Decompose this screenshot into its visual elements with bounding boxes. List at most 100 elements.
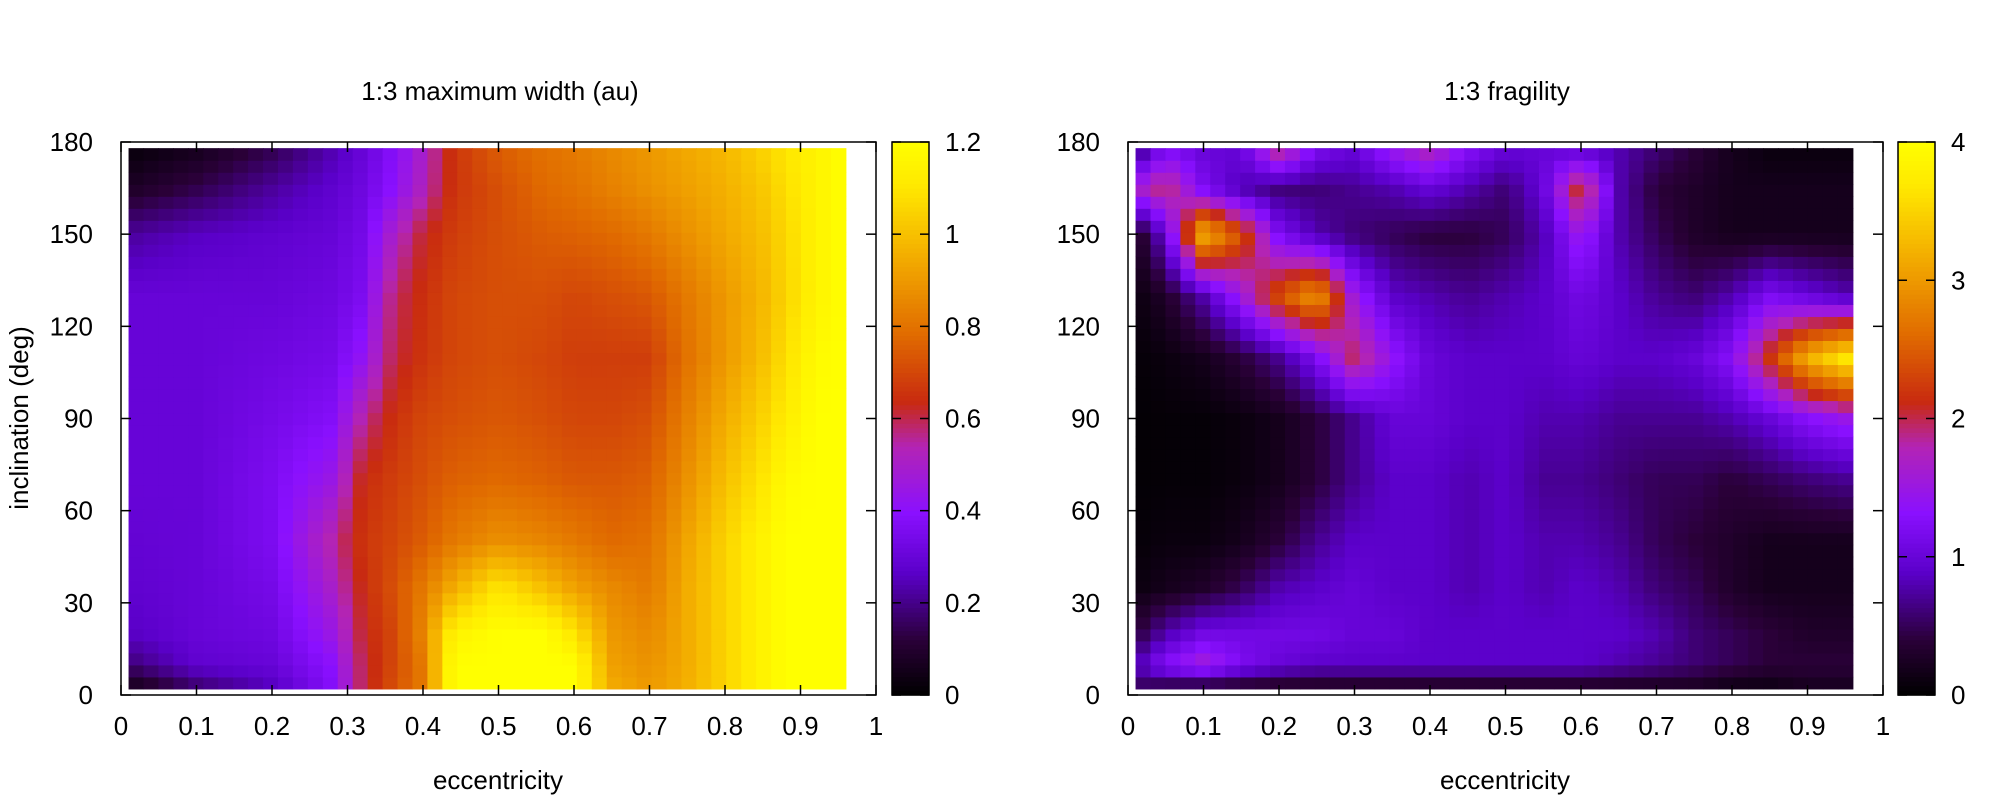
heatmap-cell xyxy=(800,556,817,570)
heatmap-cell xyxy=(1837,148,1854,161)
heatmap-cell xyxy=(322,472,339,486)
heatmap-cell xyxy=(1613,424,1630,438)
heatmap-cell xyxy=(696,460,712,474)
heatmap-cell xyxy=(412,376,428,390)
heatmap-cell xyxy=(1210,448,1226,462)
heatmap-cell xyxy=(367,460,384,474)
heatmap-cell xyxy=(502,460,518,474)
heatmap-cell xyxy=(1628,208,1645,221)
colorbar-segment xyxy=(1898,418,1935,424)
heatmap-cell xyxy=(561,436,578,450)
heatmap-cell xyxy=(218,268,234,281)
plot-frame xyxy=(1127,141,1884,696)
heatmap-cell xyxy=(307,340,324,354)
heatmap-cell xyxy=(1509,316,1525,329)
heatmap-cell xyxy=(1135,412,1152,426)
heatmap-cell xyxy=(1553,184,1570,197)
heatmap-cell xyxy=(1703,280,1719,293)
heatmap-cell xyxy=(1673,520,1690,534)
heatmap-cell xyxy=(1628,412,1645,426)
heatmap-cell xyxy=(1329,364,1346,378)
heatmap-cell xyxy=(322,616,339,630)
heatmap-cell xyxy=(233,268,249,281)
heatmap-cell xyxy=(771,424,787,438)
heatmap-cell xyxy=(1359,472,1376,486)
heatmap-cell xyxy=(442,388,458,402)
heatmap-cell xyxy=(756,304,772,317)
heatmap-cell xyxy=(128,208,145,221)
heatmap-cell xyxy=(1628,364,1645,378)
heatmap-cell xyxy=(337,208,354,221)
heatmap-cell xyxy=(233,316,249,329)
heatmap-cell xyxy=(1255,484,1271,498)
heatmap-cell xyxy=(1733,256,1749,269)
heatmap-cell xyxy=(472,448,488,462)
colorbar-segment xyxy=(1898,275,1935,281)
heatmap-cell xyxy=(307,652,324,666)
heatmap-cell xyxy=(726,616,742,630)
heatmap-cell xyxy=(741,640,757,654)
heatmap-cell xyxy=(427,664,443,678)
heatmap-cell xyxy=(1673,604,1690,618)
heatmap-cell xyxy=(726,676,742,690)
heatmap-cell xyxy=(1703,508,1719,522)
heatmap-cell xyxy=(1359,568,1376,582)
heatmap-cell xyxy=(1673,340,1690,354)
heatmap-cell xyxy=(1150,460,1167,474)
heatmap-cell xyxy=(681,412,697,426)
heatmap-cell xyxy=(442,640,458,654)
heatmap-cell xyxy=(173,208,189,221)
heatmap-cell xyxy=(830,532,847,546)
heatmap-cell xyxy=(502,184,518,197)
heatmap-cell xyxy=(726,208,742,221)
heatmap-cell xyxy=(1763,268,1779,281)
heatmap-cell xyxy=(1733,676,1749,690)
heatmap-cell xyxy=(1643,316,1660,329)
heatmap-cell xyxy=(1449,520,1465,534)
heatmap-cell xyxy=(397,436,414,450)
heatmap-cell xyxy=(1389,352,1406,366)
heatmap-cell xyxy=(263,196,279,209)
heatmap-cell xyxy=(397,640,414,654)
heatmap-cell xyxy=(696,652,712,666)
heatmap-cell xyxy=(352,676,369,690)
heatmap-cell xyxy=(1598,556,1615,570)
heatmap-cell xyxy=(1763,232,1779,245)
heatmap-cell xyxy=(233,568,249,582)
heatmap-cell xyxy=(457,448,473,462)
heatmap-cell xyxy=(158,280,174,293)
heatmap-cell xyxy=(517,448,533,462)
heatmap-cell xyxy=(651,556,668,570)
heatmap-cell xyxy=(472,424,488,438)
heatmap-cell xyxy=(502,172,518,185)
heatmap-cell xyxy=(1449,460,1465,474)
heatmap-cell xyxy=(427,268,443,281)
heatmap-cell xyxy=(337,388,354,402)
heatmap-cell xyxy=(1763,484,1779,498)
heatmap-cell xyxy=(1658,544,1675,558)
heatmap-cell xyxy=(128,496,145,510)
heatmap-cell xyxy=(158,340,174,354)
heatmap-cell xyxy=(517,580,533,594)
heatmap-cell xyxy=(1748,196,1764,209)
heatmap-cell xyxy=(1703,472,1719,486)
heatmap-cell xyxy=(427,220,443,233)
heatmap-cell xyxy=(711,280,727,293)
heatmap-cell xyxy=(292,472,309,486)
colorbar-segment xyxy=(892,648,929,655)
heatmap-cell xyxy=(1299,484,1316,498)
heatmap-cell xyxy=(188,652,204,666)
heatmap-cell xyxy=(681,628,697,642)
heatmap-cell xyxy=(472,352,488,366)
heatmap-cell xyxy=(1807,412,1824,426)
heatmap-cell xyxy=(1464,460,1480,474)
heatmap-cell xyxy=(1270,664,1286,678)
heatmap-cell xyxy=(1658,244,1675,257)
heatmap-cell xyxy=(1449,436,1465,450)
heatmap-cell xyxy=(188,496,204,510)
heatmap-cell xyxy=(143,304,160,317)
heatmap-cell xyxy=(517,304,533,317)
heatmap-cell xyxy=(1329,592,1346,606)
heatmap-cell xyxy=(1449,148,1465,161)
heatmap-cell xyxy=(1449,220,1465,233)
